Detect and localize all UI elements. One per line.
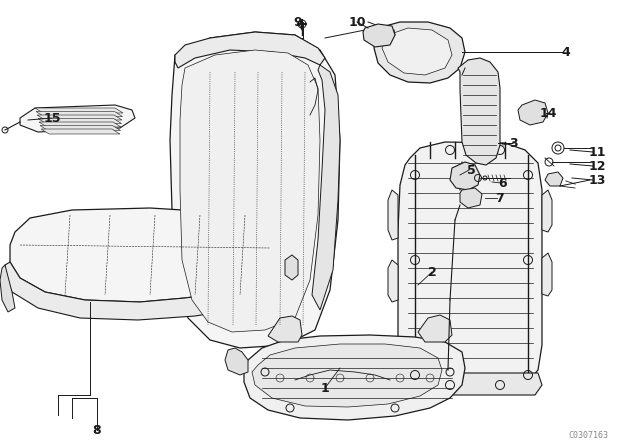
- Polygon shape: [363, 24, 395, 47]
- Polygon shape: [545, 172, 563, 186]
- Polygon shape: [35, 108, 123, 113]
- Polygon shape: [398, 142, 542, 393]
- Text: 5: 5: [467, 164, 476, 177]
- Polygon shape: [400, 373, 542, 395]
- Text: 8: 8: [93, 423, 101, 436]
- Polygon shape: [225, 348, 248, 375]
- Text: 6: 6: [499, 177, 508, 190]
- Polygon shape: [542, 190, 552, 232]
- Polygon shape: [460, 188, 482, 208]
- Text: 11: 11: [588, 146, 605, 159]
- Polygon shape: [285, 255, 298, 280]
- Text: 10: 10: [348, 16, 365, 29]
- Polygon shape: [10, 208, 292, 302]
- Text: 1: 1: [321, 382, 330, 395]
- Text: 4: 4: [562, 46, 570, 59]
- Text: 13: 13: [588, 173, 605, 186]
- Polygon shape: [388, 260, 398, 302]
- Polygon shape: [36, 112, 122, 116]
- Text: 7: 7: [495, 191, 504, 204]
- Polygon shape: [0, 265, 15, 312]
- Polygon shape: [39, 122, 121, 127]
- Polygon shape: [38, 119, 122, 124]
- Polygon shape: [170, 32, 340, 348]
- Polygon shape: [268, 316, 302, 342]
- Polygon shape: [312, 65, 340, 310]
- Polygon shape: [244, 335, 465, 420]
- Text: 15: 15: [44, 112, 61, 125]
- Text: 9: 9: [294, 16, 302, 29]
- Polygon shape: [458, 58, 500, 165]
- Polygon shape: [175, 32, 325, 68]
- Text: C0307163: C0307163: [568, 431, 608, 439]
- Text: 2: 2: [428, 266, 436, 279]
- Polygon shape: [252, 344, 442, 407]
- Polygon shape: [382, 28, 452, 75]
- Polygon shape: [180, 50, 320, 332]
- Polygon shape: [20, 105, 135, 132]
- Text: 3: 3: [509, 137, 518, 150]
- Polygon shape: [450, 162, 480, 190]
- Polygon shape: [542, 253, 552, 296]
- Polygon shape: [418, 315, 452, 342]
- Polygon shape: [37, 115, 122, 120]
- Polygon shape: [5, 262, 295, 320]
- Polygon shape: [374, 22, 465, 83]
- Polygon shape: [388, 190, 398, 240]
- Polygon shape: [518, 100, 548, 125]
- Text: 12: 12: [588, 159, 605, 172]
- Text: 14: 14: [540, 107, 557, 120]
- Polygon shape: [40, 125, 120, 130]
- Polygon shape: [41, 129, 120, 134]
